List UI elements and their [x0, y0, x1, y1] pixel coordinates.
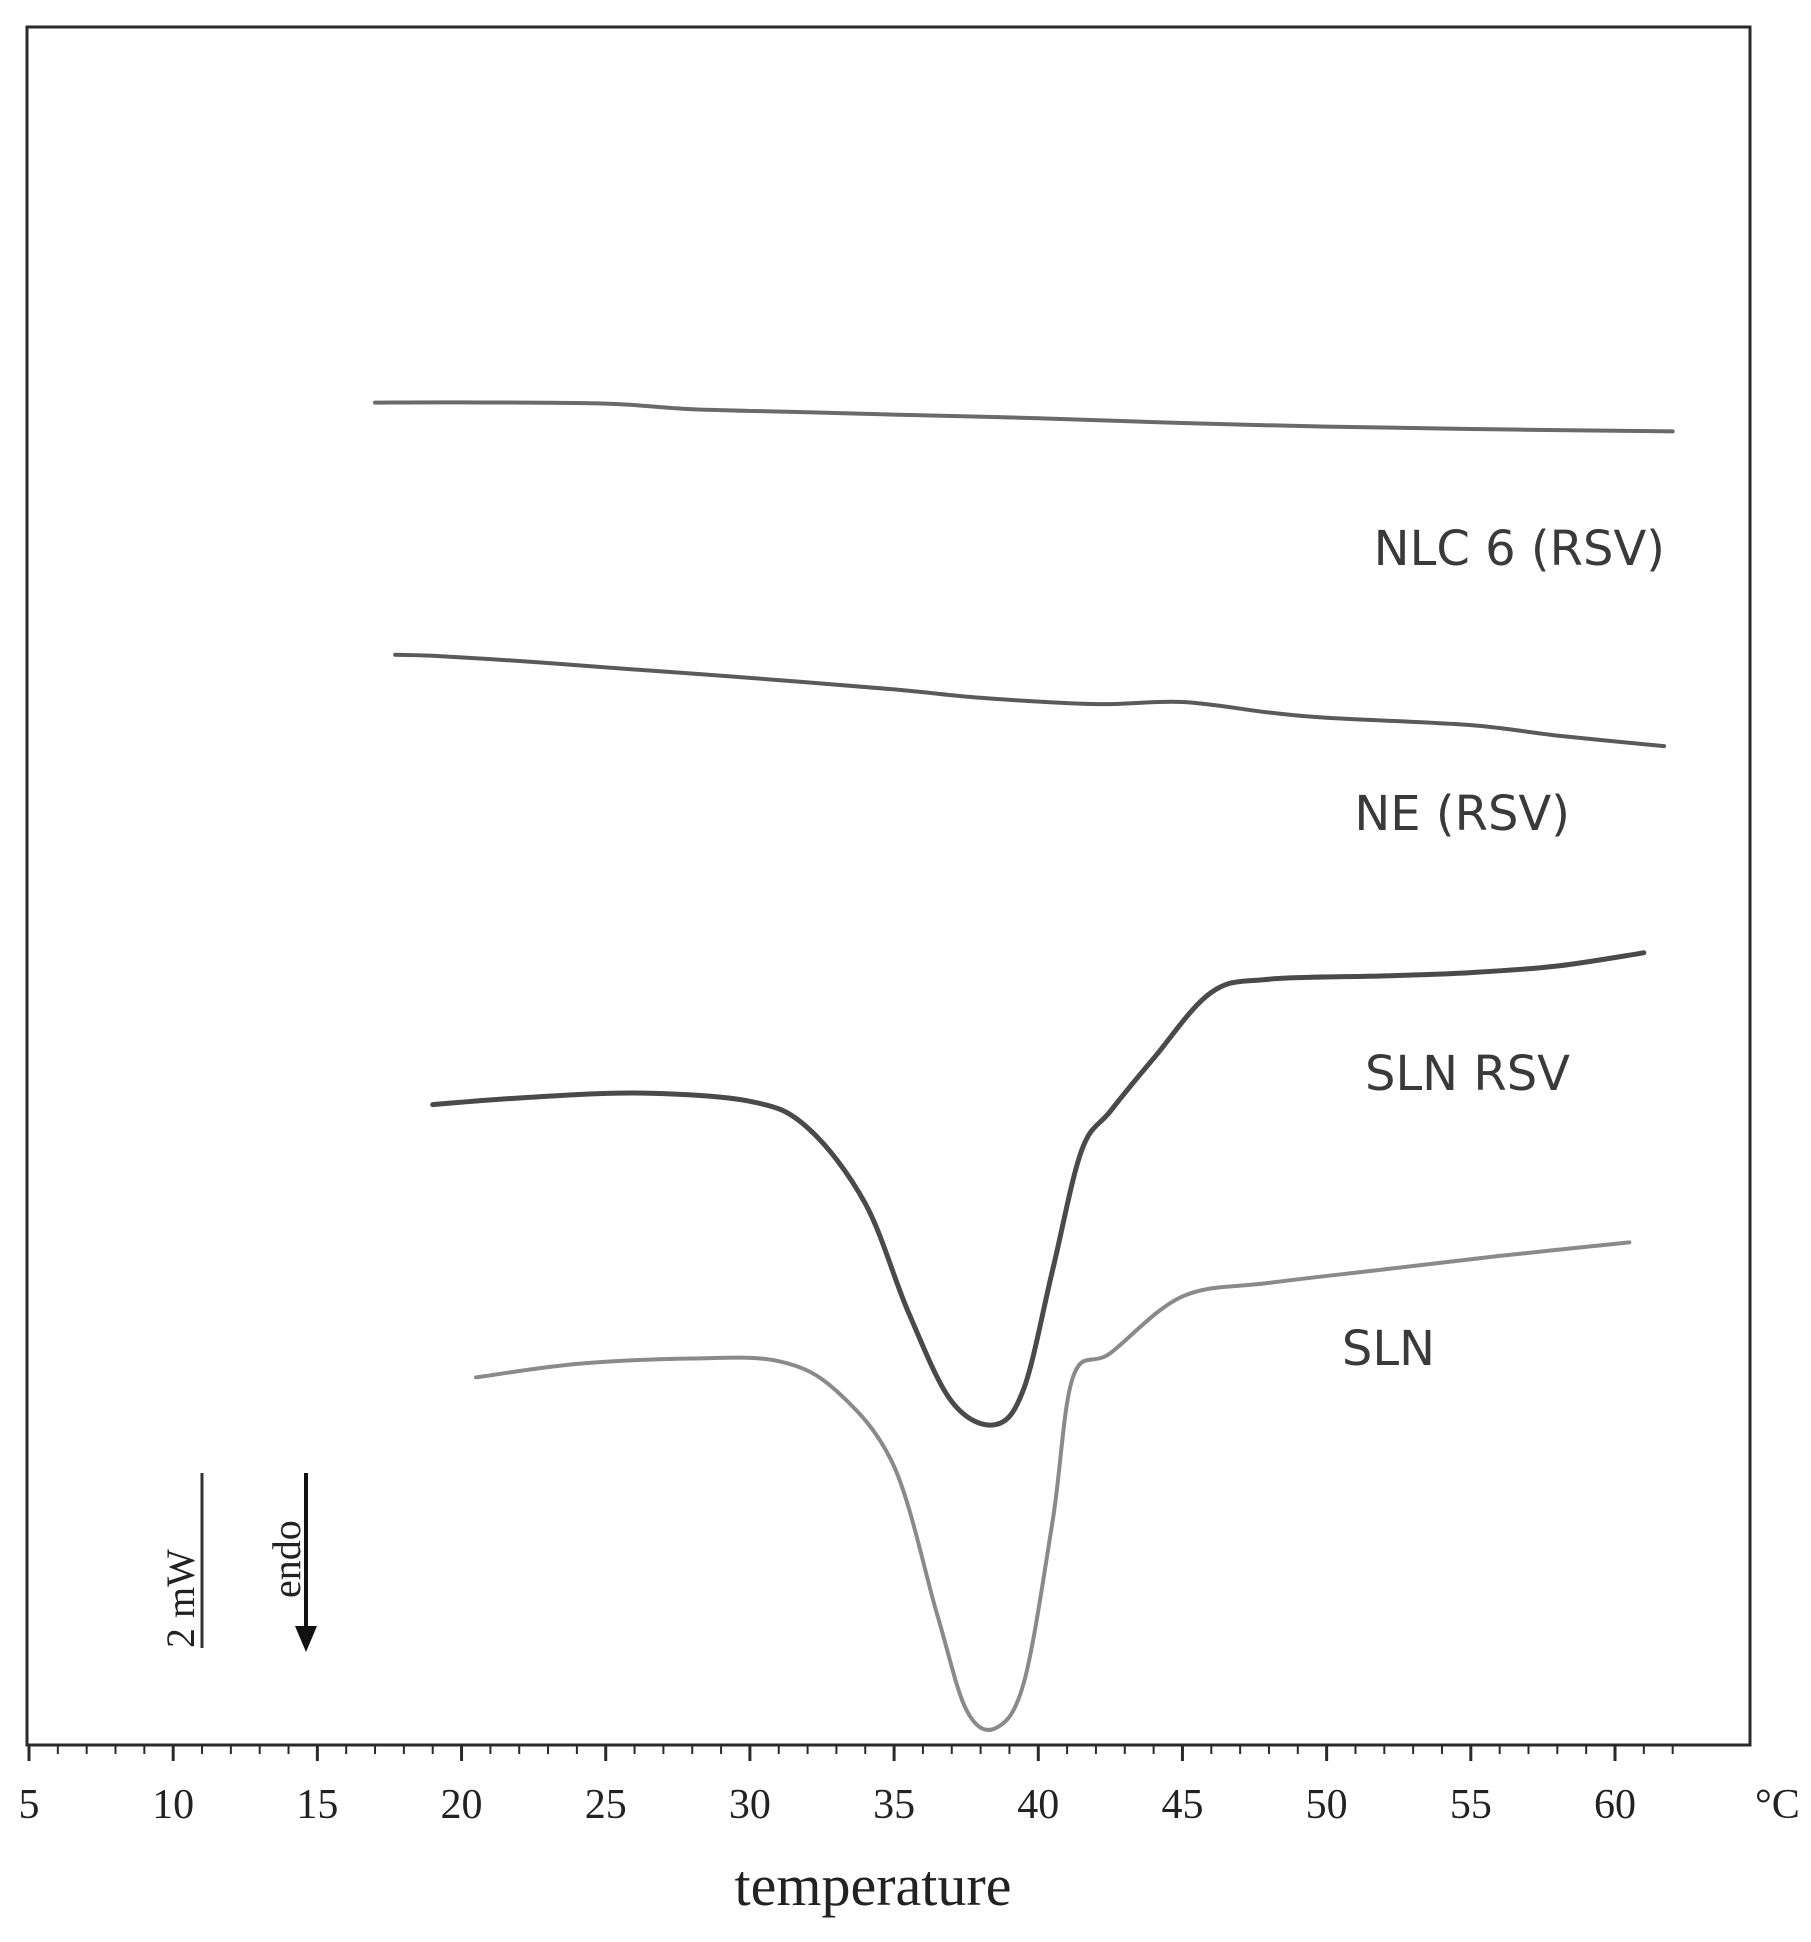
- x-tick-label: 30: [729, 1782, 771, 1828]
- x-tick-label: 40: [1017, 1782, 1059, 1828]
- series-label: SLN: [1342, 1321, 1435, 1377]
- endo-label: endo: [264, 1520, 309, 1598]
- x-tick-label: 25: [585, 1782, 627, 1828]
- x-tick-label: 15: [296, 1782, 338, 1828]
- series-line-ne-rsv: [393, 652, 1666, 749]
- x-tick-label: 50: [1306, 1782, 1348, 1828]
- x-axis-unit: °C: [1755, 1782, 1800, 1828]
- series-labels: NLC 6 (RSV) NE (RSV) SLN RSV SLN: [1342, 521, 1665, 1377]
- endo-indicator: endo: [264, 1473, 317, 1652]
- series-line-nlc-6-rsv: [373, 400, 1675, 434]
- x-tick-label: 10: [152, 1782, 194, 1828]
- x-tick-label: 55: [1450, 1782, 1492, 1828]
- series-line-sln: [474, 1240, 1632, 1732]
- series-layer: [373, 400, 1675, 1732]
- x-tick-label: 60: [1594, 1782, 1636, 1828]
- x-axis-title: temperature: [735, 1853, 1012, 1918]
- series-label: NE (RSV): [1354, 786, 1570, 842]
- endo-arrow-head: [295, 1626, 317, 1652]
- scale-bar-label: 2 mW: [158, 1549, 203, 1648]
- x-axis-ticks: [27, 1745, 1674, 1761]
- x-axis-tick-labels: 5 10 15 20 25 30 35 40 45 50 55 60: [19, 1782, 1637, 1828]
- x-tick-label: 5: [19, 1782, 40, 1828]
- series-label: NLC 6 (RSV): [1374, 521, 1665, 577]
- x-tick-label: 45: [1161, 1782, 1203, 1828]
- x-tick-label: 20: [441, 1782, 483, 1828]
- scale-bar: 2 mW: [158, 1473, 204, 1648]
- plot-frame: [25, 25, 1752, 1747]
- x-tick-label: 35: [873, 1782, 915, 1828]
- series-label: SLN RSV: [1365, 1046, 1570, 1102]
- series-line-sln-rsv: [430, 950, 1647, 1428]
